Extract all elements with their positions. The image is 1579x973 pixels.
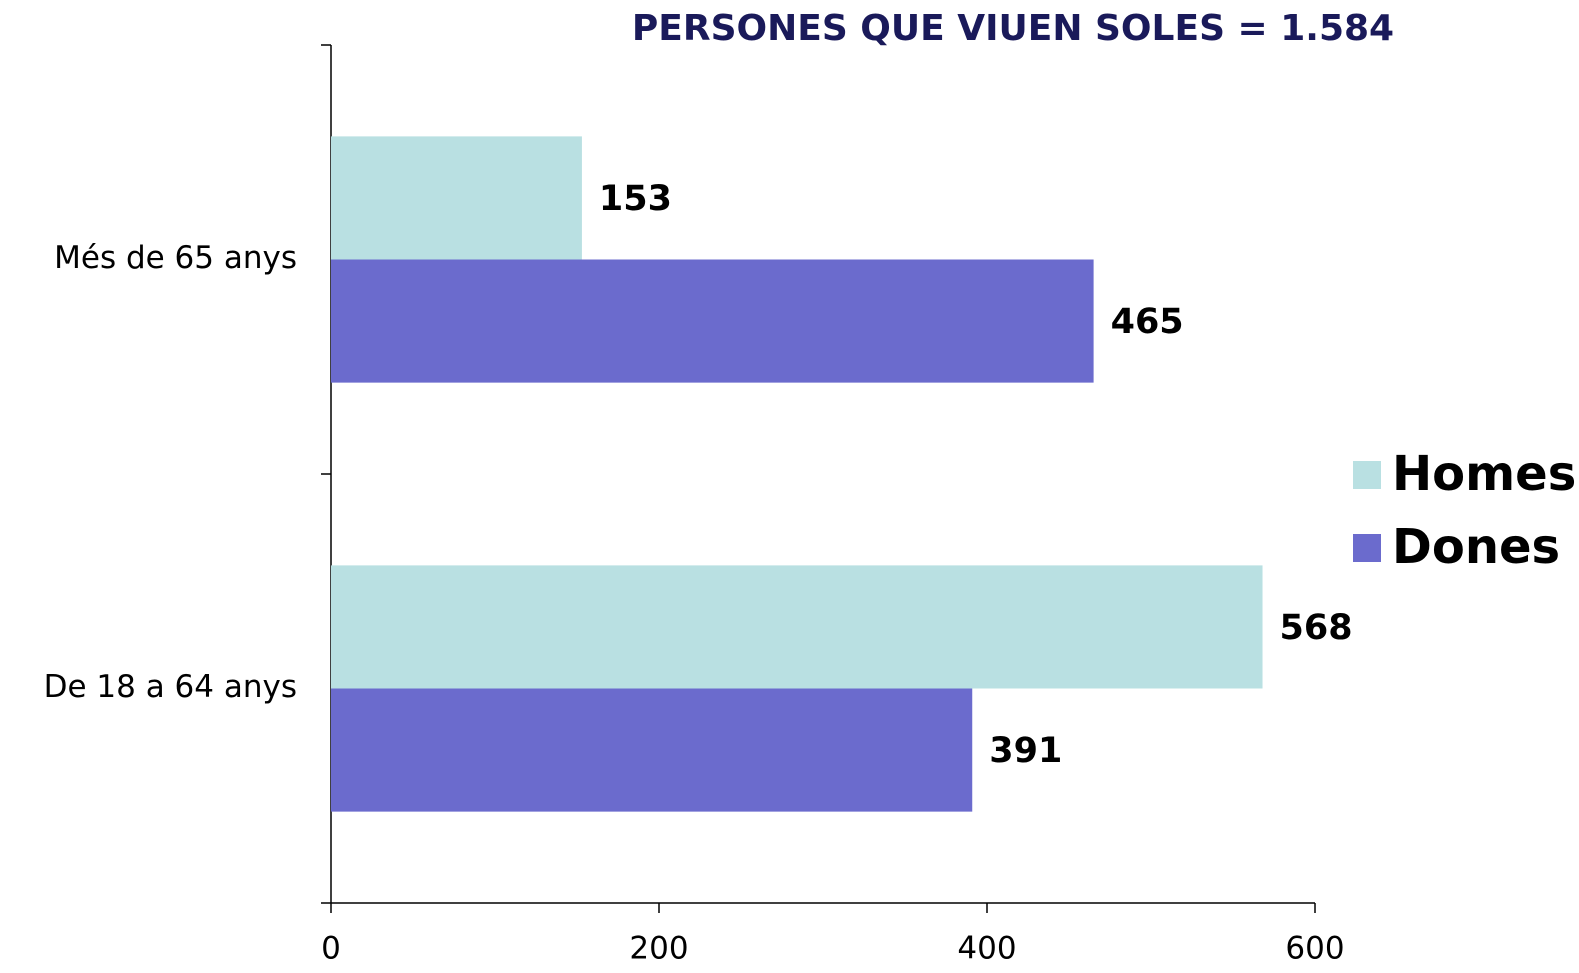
x-tick-label: 0: [321, 931, 341, 967]
y-tick-label: De 18 a 64 anys: [44, 669, 297, 705]
data-label: 465: [1111, 302, 1184, 342]
data-label: 568: [1280, 608, 1353, 648]
x-tick-label: 200: [629, 931, 688, 967]
chart-title: PERSONES QUE VIUEN SOLES = 1.584: [632, 8, 1394, 49]
bar: [331, 259, 1094, 383]
x-tick-label: 400: [957, 931, 1016, 967]
legend-label: Dones: [1392, 519, 1560, 575]
bar: [331, 565, 1263, 689]
bar: [331, 688, 973, 812]
x-tick-label: 600: [1285, 931, 1344, 967]
data-label: 391: [989, 731, 1062, 771]
bar: [331, 136, 582, 260]
data-label: 153: [599, 179, 672, 219]
legend-swatch: [1353, 461, 1381, 489]
y-tick-label: Més de 65 anys: [54, 240, 297, 276]
legend-swatch: [1353, 534, 1381, 562]
legend-label: Homes: [1392, 446, 1576, 502]
